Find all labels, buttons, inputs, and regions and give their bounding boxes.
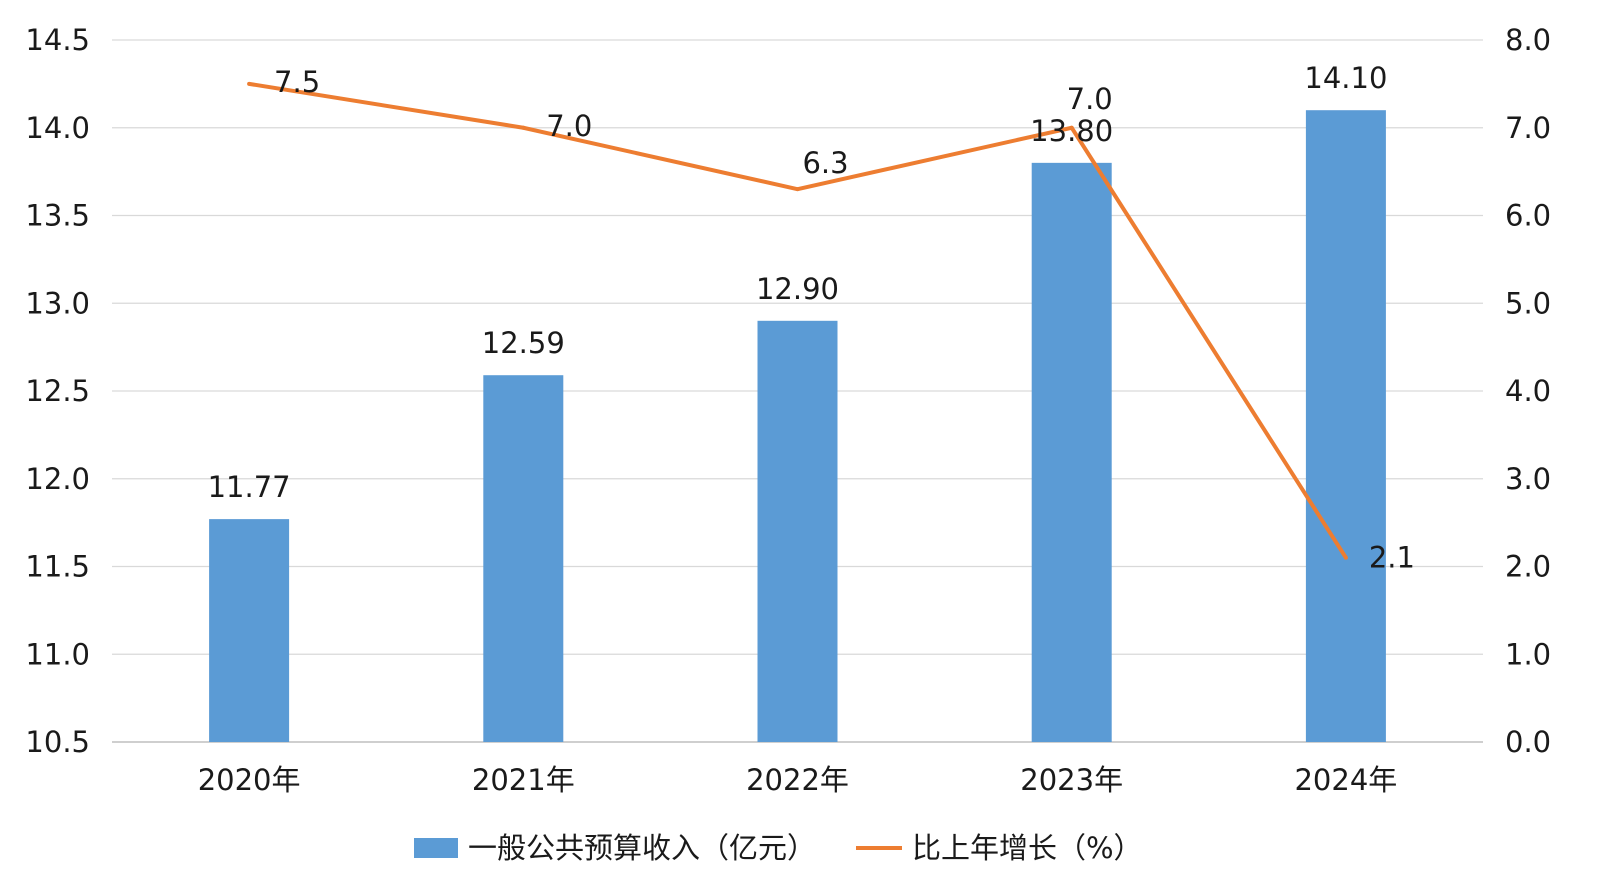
right-axis-ticks: 0.0 1.0 2.0 3.0 4.0 5.0 6.0 7.0 8.0 — [1505, 23, 1551, 759]
left-tick-label: 11.0 — [25, 637, 90, 671]
data-labels: 11.77 12.59 12.90 13.80 14.10 7.5 7.0 6.3 7.0 2.1 — [208, 61, 1415, 575]
bar — [757, 320, 838, 742]
bar-series — [209, 110, 1386, 743]
right-tick-label: 2.0 — [1505, 550, 1551, 584]
right-tick-label: 4.0 — [1505, 374, 1551, 408]
x-axis-categories: 2020年 2021年 2022年 2023年 2024年 — [198, 763, 1398, 797]
right-tick-label: 8.0 — [1505, 23, 1551, 57]
bar — [483, 375, 564, 742]
bar-value-label: 11.77 — [208, 470, 291, 504]
legend-label-bar: 一般公共预算收入（亿元） — [468, 831, 816, 865]
bar — [1031, 162, 1112, 743]
bar — [209, 519, 290, 742]
category-label: 2024年 — [1294, 763, 1397, 797]
left-axis-ticks: 10.5 11.0 11.5 12.0 12.5 13.0 13.5 14.0 14.5 — [25, 23, 90, 759]
bar-value-label: 13.80 — [1030, 114, 1113, 148]
line-value-label: 6.3 — [802, 146, 848, 180]
right-tick-label: 5.0 — [1505, 286, 1551, 320]
category-label: 2021年 — [472, 763, 575, 797]
category-label: 2023年 — [1020, 763, 1123, 797]
right-tick-label: 3.0 — [1505, 462, 1551, 496]
legend: 一般公共预算收入（亿元） 比上年增长（%） — [414, 831, 1143, 865]
bar-value-label: 12.59 — [482, 326, 565, 360]
right-tick-label: 0.0 — [1505, 725, 1551, 759]
line-point — [247, 81, 252, 86]
line-point — [1343, 555, 1348, 560]
right-tick-label: 7.0 — [1505, 111, 1551, 145]
line-value-label: 7.0 — [1067, 82, 1113, 116]
left-tick-label: 12.5 — [25, 374, 90, 408]
bar-value-label: 12.90 — [756, 272, 839, 306]
category-label: 2022年 — [746, 763, 849, 797]
line-point — [795, 187, 800, 192]
line-point — [1069, 125, 1074, 130]
category-label: 2020年 — [198, 763, 301, 797]
line-series — [247, 81, 1348, 560]
line-value-label: 7.0 — [546, 109, 592, 143]
line-point — [521, 125, 526, 130]
right-tick-label: 6.0 — [1505, 199, 1551, 233]
line-value-label: 2.1 — [1369, 541, 1415, 575]
bar — [1305, 110, 1386, 742]
legend-swatch-bar — [414, 838, 458, 858]
bar-value-label: 14.10 — [1304, 61, 1387, 95]
left-tick-label: 14.5 — [25, 23, 90, 57]
left-tick-label: 13.0 — [25, 286, 90, 320]
left-tick-label: 14.0 — [25, 111, 90, 145]
left-tick-label: 13.5 — [25, 199, 90, 233]
left-tick-label: 11.5 — [25, 550, 90, 584]
line-value-label: 7.5 — [274, 65, 320, 99]
legend-label-line: 比上年增长（%） — [912, 831, 1143, 865]
right-tick-label: 1.0 — [1505, 637, 1551, 671]
left-tick-label: 12.0 — [25, 462, 90, 496]
left-tick-label: 10.5 — [25, 725, 90, 759]
